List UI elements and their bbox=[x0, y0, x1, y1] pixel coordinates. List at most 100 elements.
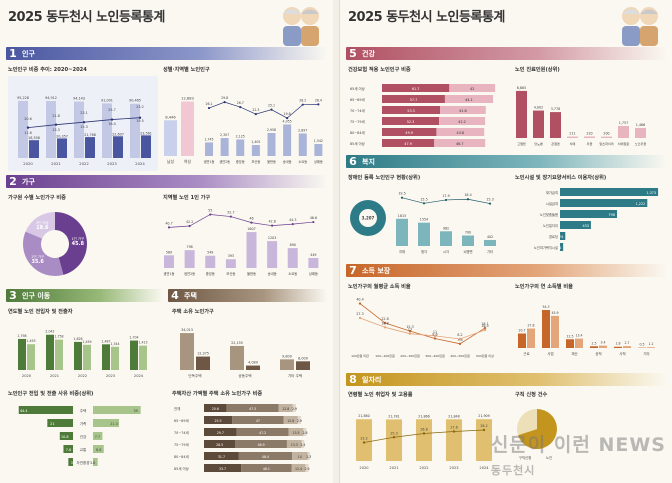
bar-label: 1.8 bbox=[615, 342, 620, 346]
chart-health-disease: 6,865 고혈압 4,002 당뇨병 3,778 관절염 211 치매 220 우울 200 알츠하… bbox=[516, 86, 646, 146]
tick-label: 100만원 미만 bbox=[351, 353, 369, 358]
seg-label: 2.8 bbox=[302, 431, 307, 435]
tick-label: 소요동 bbox=[288, 272, 297, 276]
seg-label: 42 bbox=[470, 87, 474, 91]
section-number: 2 bbox=[9, 175, 17, 188]
bar-job bbox=[416, 419, 432, 461]
bar-label: 1,222 bbox=[636, 202, 646, 206]
bar-house bbox=[296, 361, 310, 370]
bar-income bbox=[614, 346, 622, 348]
chart-hh-region: 569 생연1동 798 생연2동 549 중앙동 393 보산동 1607 불현동 1203 송내동… bbox=[163, 209, 319, 276]
stack-seg bbox=[241, 464, 292, 472]
line-label: 46.6 bbox=[310, 216, 317, 220]
section-number: 3 bbox=[9, 289, 17, 302]
tick-label: 2024 bbox=[135, 161, 145, 166]
bar-disease bbox=[550, 112, 561, 138]
tick-label: 재산 bbox=[571, 351, 577, 356]
bar-mig bbox=[130, 340, 138, 370]
tick-label: 80~84세 bbox=[350, 130, 365, 135]
bar-mig bbox=[74, 341, 82, 370]
bar-label: 1,459 bbox=[82, 340, 91, 344]
seg-label: 12.4 bbox=[295, 467, 302, 471]
bar-right bbox=[93, 458, 98, 466]
bar-mig bbox=[139, 345, 147, 370]
bar-label: 8,446 bbox=[165, 115, 176, 119]
stack-seg bbox=[235, 440, 287, 448]
seg-label: 33.7 bbox=[219, 467, 226, 471]
line-label: 55 bbox=[208, 209, 212, 213]
tick-label: 85세 이상 bbox=[350, 141, 365, 146]
line-point bbox=[82, 120, 86, 124]
line-point bbox=[422, 202, 426, 205]
bar-total bbox=[74, 101, 84, 158]
stack-seg bbox=[440, 106, 486, 114]
tick-label: 노인일자리 bbox=[543, 223, 558, 228]
bar-label: 1815 bbox=[398, 214, 406, 218]
line-label: 46 bbox=[249, 217, 253, 221]
bar-income bbox=[551, 315, 559, 348]
bar-house bbox=[230, 345, 244, 370]
subtitle-job-rate: 연령별 노인 취업자 및 고용률 bbox=[348, 392, 413, 398]
line-label: 42.2 bbox=[186, 220, 193, 224]
subtitle-house-age: 주택자산 가액별 주택 소유 노인가구 비중 bbox=[172, 391, 263, 397]
line-point bbox=[488, 202, 492, 205]
watermark-sub: 동두천시 bbox=[490, 464, 536, 477]
stack-seg bbox=[226, 404, 279, 412]
line-label: 27.3 bbox=[356, 312, 363, 316]
right-page: 2025 동두천시 노인등록통계 5 건강 건강보험 적용 노인인구 비중 노인 … bbox=[339, 0, 672, 483]
bar-label: 12,375 bbox=[197, 352, 209, 356]
tick-label: 기타 주택 bbox=[288, 373, 302, 378]
chart-welfare-reg: 3,207 1815 지체 1554 청각 982 시각 700 뇌병변 402 기타 19.5 15.… bbox=[350, 192, 496, 254]
bar-welfare bbox=[462, 235, 474, 246]
line-label: 22.3 bbox=[252, 108, 259, 112]
bar-label: 3.8 bbox=[71, 461, 76, 465]
tick-label: 남성 bbox=[167, 159, 174, 164]
tick-label: 75~79세 bbox=[174, 442, 189, 447]
section-label: 복지 bbox=[362, 157, 375, 166]
tick-label: 건강 bbox=[80, 434, 87, 439]
section-label: 인구 bbox=[22, 49, 35, 58]
bar-label: 21,866 bbox=[418, 414, 430, 418]
subtitle-mig-flow: 연도별 노인 전입자 및 전출자 bbox=[8, 309, 73, 315]
line-label: 11 bbox=[433, 330, 437, 334]
line-point bbox=[270, 108, 273, 111]
line-label: 26.7 bbox=[237, 101, 244, 105]
bar-label: 13.4 bbox=[575, 334, 582, 338]
bar-label: 10.8 bbox=[61, 435, 69, 439]
bar-label: 90,465 bbox=[129, 99, 141, 103]
seg-label: 2.9 bbox=[297, 419, 302, 423]
line-point bbox=[483, 328, 487, 332]
chart-income-pension: 40.422.815.38.63.818.127.318.813118.216.… bbox=[351, 298, 494, 358]
bar-label: 1203 bbox=[268, 236, 276, 240]
line-point bbox=[483, 326, 487, 330]
page-title-left: 2025 동두천시 노인등록통계 bbox=[8, 10, 165, 25]
pie-label: 3인 이상 bbox=[36, 220, 49, 225]
section-label: 일자리 bbox=[362, 375, 382, 384]
tick-label: 공적 bbox=[595, 351, 601, 356]
bar-right bbox=[93, 445, 104, 453]
line-label: 25.7 bbox=[108, 108, 116, 112]
seg-label: 2.9 bbox=[292, 407, 297, 411]
bar-label: 12.5 bbox=[566, 334, 573, 338]
bar-region bbox=[164, 255, 174, 268]
tick-label: 우울 bbox=[587, 141, 593, 146]
bar-gender bbox=[164, 120, 177, 156]
tick-label: 불현동 bbox=[267, 159, 276, 164]
line-point bbox=[223, 101, 226, 104]
line-point bbox=[317, 103, 320, 106]
pie-slice bbox=[517, 409, 537, 436]
seg-label: 28.5 bbox=[216, 443, 223, 447]
line-point bbox=[167, 226, 171, 229]
stack-seg bbox=[232, 416, 284, 424]
tick-label: 중앙동 bbox=[236, 159, 245, 164]
tick-label: 지체 bbox=[399, 249, 405, 254]
line-point bbox=[250, 221, 253, 224]
tick-label: 치매 bbox=[570, 141, 576, 146]
left-page: 2025 동두천시 노인등록통계 1 인구 노인인구 비중 추이: 2020~20… bbox=[0, 0, 333, 483]
line-point bbox=[408, 329, 412, 333]
bar-label: 1,745 bbox=[204, 137, 213, 141]
tick-label: 송내동 bbox=[268, 271, 277, 276]
section-label: 소득 보장 bbox=[362, 266, 391, 275]
bar-label: 798 bbox=[186, 245, 192, 249]
